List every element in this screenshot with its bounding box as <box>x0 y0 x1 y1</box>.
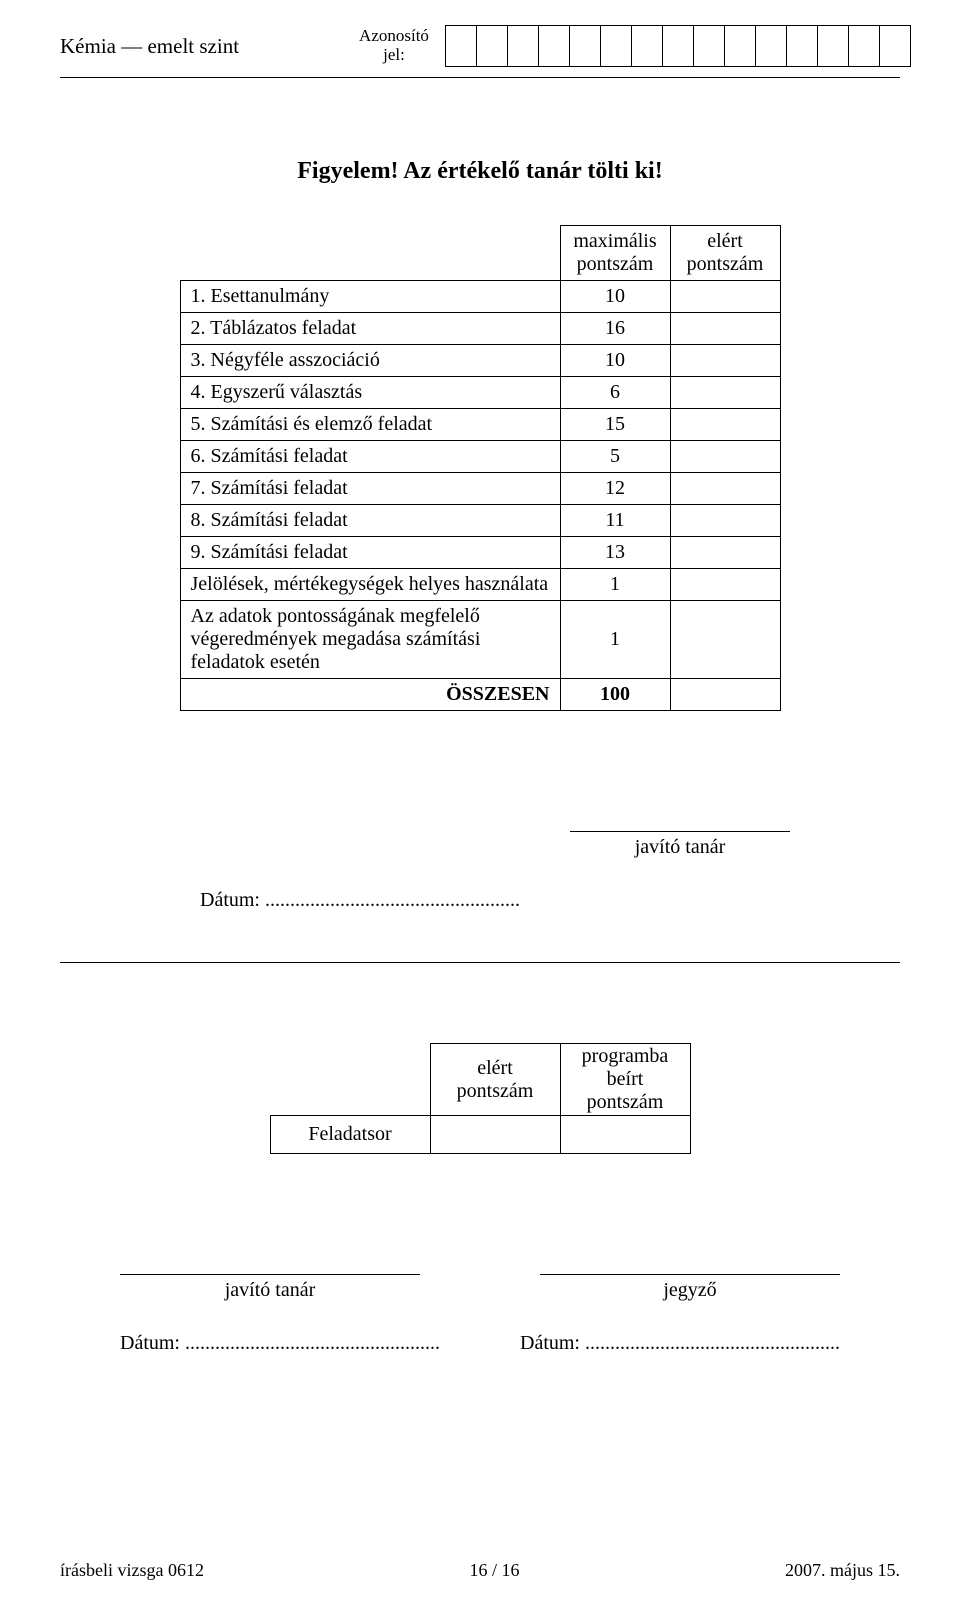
id-box[interactable] <box>538 25 570 67</box>
signature-line-teacher <box>570 831 790 832</box>
row-got-cell[interactable] <box>670 601 780 679</box>
row-got-cell[interactable] <box>670 537 780 569</box>
table-row: Az adatok pontosságának megfelelő végere… <box>180 601 780 679</box>
row-label: 9. Számítási feladat <box>180 537 560 569</box>
page-title: Figyelem! Az értékelő tanár tölti ki! <box>60 158 900 185</box>
table-row: 8. Számítási feladat11 <box>180 505 780 537</box>
mini-cell-2[interactable] <box>560 1116 690 1154</box>
teacher-label: javító tanár <box>570 836 790 859</box>
id-box[interactable] <box>848 25 880 67</box>
row-max: 5 <box>560 441 670 473</box>
table-row: 1. Esettanulmány10 <box>180 281 780 313</box>
row-max: 15 <box>560 409 670 441</box>
id-box[interactable] <box>569 25 601 67</box>
row-max: 13 <box>560 537 670 569</box>
score-table: maximális pontszám elért pontszám 1. Ese… <box>180 225 781 711</box>
page-header: Kémia — emelt szint Azonosító jel: <box>60 0 900 67</box>
id-box[interactable] <box>476 25 508 67</box>
row-max: 12 <box>560 473 670 505</box>
id-box[interactable] <box>817 25 849 67</box>
total-max: 100 <box>560 679 670 711</box>
row-max: 1 <box>560 601 670 679</box>
mini-col2-header: programba beírt pontszám <box>560 1044 690 1116</box>
row-max: 6 <box>560 377 670 409</box>
row-got-cell[interactable] <box>670 345 780 377</box>
identifier-boxes <box>445 25 911 67</box>
table-row: 5. Számítási és elemző feladat15 <box>180 409 780 441</box>
total-got-cell[interactable] <box>670 679 780 711</box>
row-got-cell[interactable] <box>670 281 780 313</box>
subject-label: Kémia — emelt szint <box>60 34 239 59</box>
row-label: 7. Számítási feladat <box>180 473 560 505</box>
row-max: 10 <box>560 345 670 377</box>
col-max-header: maximális pontszám <box>560 226 670 281</box>
id-label-l1: Azonosító <box>359 26 429 45</box>
table-row: 9. Számítási feladat13 <box>180 537 780 569</box>
page-footer: írásbeli vizsga 0612 16 / 16 2007. május… <box>60 1560 900 1581</box>
row-got-cell[interactable] <box>670 441 780 473</box>
id-box[interactable] <box>507 25 539 67</box>
table-row: 2. Táblázatos feladat16 <box>180 313 780 345</box>
clerk-label: jegyző <box>540 1279 840 1302</box>
signature-line-teacher2 <box>120 1274 420 1275</box>
row-label: Az adatok pontosságának megfelelő végere… <box>180 601 560 679</box>
row-max: 1 <box>560 569 670 601</box>
row-label: 4. Egyszerű választás <box>180 377 560 409</box>
row-label: Jelölések, mértékegységek helyes használ… <box>180 569 560 601</box>
id-box[interactable] <box>786 25 818 67</box>
table-row: 3. Négyféle asszociáció10 <box>180 345 780 377</box>
mini-cell-1[interactable] <box>430 1116 560 1154</box>
row-label: 2. Táblázatos feladat <box>180 313 560 345</box>
footer-center: 16 / 16 <box>469 1560 519 1581</box>
row-got-cell[interactable] <box>670 473 780 505</box>
id-label-l2: jel: <box>383 45 405 64</box>
mini-col1-header: elért pontszám <box>430 1044 560 1116</box>
table-row: 4. Egyszerű választás6 <box>180 377 780 409</box>
footer-left: írásbeli vizsga 0612 <box>60 1560 204 1581</box>
signature-row-2: javító tanár jegyző <box>60 1274 900 1302</box>
id-box[interactable] <box>600 25 632 67</box>
id-box[interactable] <box>445 25 477 67</box>
row-got-cell[interactable] <box>670 409 780 441</box>
id-box[interactable] <box>662 25 694 67</box>
row-label: 3. Négyféle asszociáció <box>180 345 560 377</box>
row-label: 5. Számítási és elemző feladat <box>180 409 560 441</box>
mini-row-label: Feladatsor <box>270 1116 430 1154</box>
header-rule <box>60 77 900 78</box>
col-got-header: elért pontszám <box>670 226 780 281</box>
footer-right: 2007. május 15. <box>785 1560 900 1581</box>
row-max: 16 <box>560 313 670 345</box>
row-got-cell[interactable] <box>670 569 780 601</box>
id-box[interactable] <box>724 25 756 67</box>
row-label: 6. Számítási feladat <box>180 441 560 473</box>
id-box[interactable] <box>693 25 725 67</box>
teacher-label2: javító tanár <box>120 1279 420 1302</box>
row-label: 8. Számítási feladat <box>180 505 560 537</box>
total-label: ÖSSZESEN <box>180 679 560 711</box>
row-max: 10 <box>560 281 670 313</box>
row-max: 11 <box>560 505 670 537</box>
id-box[interactable] <box>755 25 787 67</box>
table-row: 7. Számítási feladat12 <box>180 473 780 505</box>
row-got-cell[interactable] <box>670 505 780 537</box>
id-box[interactable] <box>879 25 911 67</box>
mini-table: elért pontszám programba beírt pontszám … <box>270 1043 691 1154</box>
date-row-2: Dátum: .................................… <box>60 1332 900 1355</box>
table-row: 6. Számítási feladat5 <box>180 441 780 473</box>
signature-line-clerk <box>540 1274 840 1275</box>
row-got-cell[interactable] <box>670 377 780 409</box>
row-got-cell[interactable] <box>670 313 780 345</box>
mid-rule <box>60 962 900 963</box>
id-box[interactable] <box>631 25 663 67</box>
row-label: 1. Esettanulmány <box>180 281 560 313</box>
identifier-label: Azonosító jel: <box>359 27 429 64</box>
table-row: Jelölések, mértékegységek helyes használ… <box>180 569 780 601</box>
date-row-1: Dátum: .................................… <box>60 889 900 912</box>
signature-row-1: javító tanár <box>60 831 900 859</box>
